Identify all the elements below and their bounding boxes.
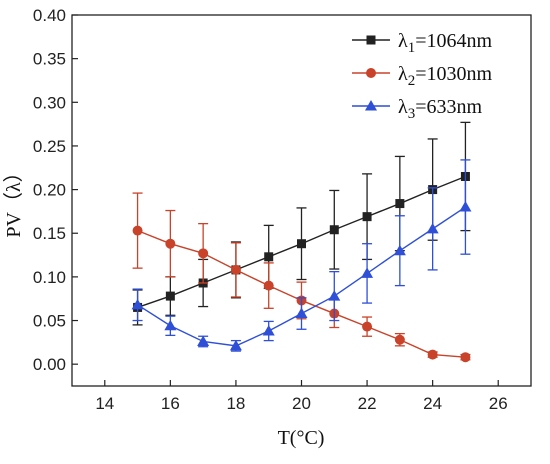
- y-tick-label: 0.25: [33, 137, 66, 156]
- series-3: [131, 159, 472, 352]
- data-point-circle: [230, 264, 241, 275]
- data-point-triangle: [295, 307, 308, 319]
- legend-label: λ2=1030nm: [398, 63, 492, 89]
- legend-item-2: λ2=1030nm: [352, 63, 492, 89]
- y-tick-label: 0.30: [33, 93, 66, 112]
- data-point-square: [165, 291, 175, 301]
- data-point-triangle: [393, 244, 406, 256]
- data-point-square: [395, 199, 405, 209]
- data-point-triangle: [328, 290, 341, 301]
- y-tick-label: 0.05: [33, 312, 66, 331]
- data-point-circle: [394, 334, 405, 345]
- data-point-triangle: [164, 319, 177, 331]
- data-point-triangle: [262, 325, 275, 336]
- data-point-triangle: [365, 100, 377, 111]
- data-point-circle: [460, 352, 471, 363]
- legend: λ1=1064nm λ2=1030nm λ3=633nm: [352, 30, 492, 122]
- y-tick-label: 0.00: [33, 355, 66, 374]
- data-point-circle: [427, 349, 438, 360]
- y-tick-label: 0.20: [33, 181, 66, 200]
- y-tick-label: 0.35: [33, 50, 66, 69]
- series-2: [132, 192, 471, 363]
- data-point-circle: [198, 248, 209, 259]
- data-point-square: [329, 225, 339, 235]
- data-point-triangle: [361, 267, 374, 278]
- data-point-square: [297, 239, 306, 249]
- legend-item-1: λ1=1064nm: [352, 30, 492, 56]
- data-point-triangle: [426, 222, 439, 234]
- x-tick-label: 22: [358, 394, 377, 413]
- data-point-triangle: [131, 298, 144, 310]
- legend-item-3: λ3=633nm: [352, 96, 482, 122]
- x-tick-label: 18: [226, 394, 245, 413]
- series-layer: [131, 121, 472, 363]
- x-tick-label: 14: [95, 394, 114, 413]
- x-tick-label: 24: [423, 394, 442, 413]
- y-tick-label: 0.10: [33, 268, 66, 287]
- legend-label: λ3=633nm: [398, 96, 482, 122]
- y-tick-label: 0.40: [33, 6, 66, 25]
- y-axis-label: PV（λ）: [2, 162, 25, 237]
- axis-ticks: 14 16 18 20 22 24 26 0.00 0.05 0.10 0.15 0.20 0.25 0.…: [33, 6, 508, 413]
- x-tick-label: 16: [161, 394, 180, 413]
- data-point-circle: [132, 225, 143, 236]
- data-point-circle: [263, 280, 274, 291]
- data-point-triangle: [197, 335, 210, 346]
- x-tick-label: 26: [489, 394, 508, 413]
- legend-label: λ1=1064nm: [398, 30, 492, 56]
- data-point-triangle: [229, 339, 242, 351]
- data-point-circle: [362, 321, 373, 332]
- data-point-square: [362, 212, 372, 222]
- y-tick-label: 0.15: [33, 224, 66, 243]
- data-point-circle: [165, 238, 176, 249]
- x-tick-label: 20: [292, 394, 311, 413]
- data-point-square: [366, 35, 376, 45]
- data-point-circle: [366, 68, 376, 78]
- x-axis-label: T(°C): [278, 427, 325, 449]
- data-point-square: [264, 252, 274, 262]
- data-point-triangle: [459, 201, 472, 212]
